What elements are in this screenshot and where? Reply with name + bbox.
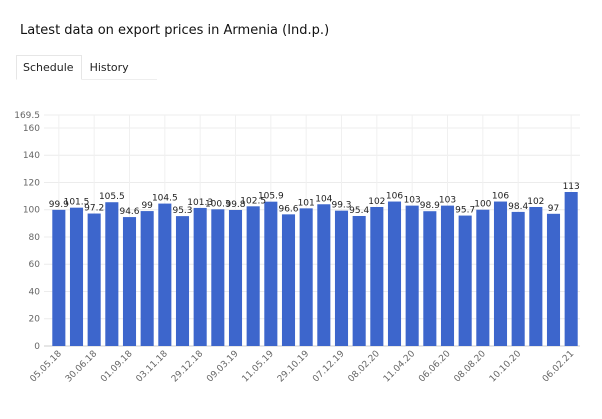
data-label: 102.5 [240, 196, 266, 206]
data-label: 99 [141, 201, 153, 211]
bar [440, 205, 455, 346]
y-tick-label: 140 [23, 151, 40, 161]
y-tick-label: 120 [23, 178, 40, 188]
x-tick-label: 10.10.20 [488, 349, 524, 385]
bar [158, 203, 172, 346]
x-tick-label: 08.02.20 [347, 349, 383, 385]
bar [211, 209, 225, 346]
bar [493, 201, 508, 346]
data-label: 100.3 [205, 199, 231, 209]
bar [246, 206, 260, 346]
bar [423, 211, 437, 346]
data-label: 98.4 [508, 202, 528, 212]
y-tick-label: 80 [29, 233, 41, 243]
bar [458, 215, 472, 346]
bar [405, 205, 419, 346]
data-label: 99.9 [49, 200, 69, 210]
tab-schedule[interactable]: Schedule [16, 55, 82, 80]
bar [175, 216, 190, 346]
bar-layer [52, 192, 578, 346]
data-label: 105.5 [99, 192, 125, 202]
x-tick-label: 11.05.19 [241, 349, 277, 385]
data-label: 99.3 [331, 201, 351, 211]
bar [122, 217, 137, 346]
bar [317, 204, 331, 346]
x-tick-label: 11.04.20 [382, 349, 418, 385]
bar [334, 210, 349, 346]
page-title: Latest data on export prices in Armenia … [20, 23, 330, 38]
data-label: 99.8 [225, 200, 245, 210]
bar [511, 211, 525, 346]
bar [476, 209, 490, 346]
bar [299, 208, 313, 346]
bar [352, 215, 366, 346]
x-tick-label: 08.08.20 [453, 349, 489, 385]
bar [228, 209, 243, 346]
data-label: 104.5 [152, 194, 178, 204]
data-label: 94.6 [119, 207, 139, 217]
data-label: 101.3 [187, 198, 213, 208]
bar [52, 209, 66, 346]
data-label: 95.4 [349, 206, 369, 216]
x-tick-label: 29.12.18 [170, 349, 206, 385]
bar [370, 206, 384, 346]
bar [264, 201, 278, 346]
data-label: 96.6 [278, 204, 298, 214]
data-label: 113 [563, 182, 580, 192]
data-label: 106 [492, 192, 509, 202]
y-tick-label: 60 [29, 260, 41, 270]
data-label: 101.5 [64, 198, 90, 208]
x-tick-label: 09.03.19 [205, 349, 241, 385]
y-tick-label: 0 [34, 342, 40, 352]
y-tick-label: 160 [23, 124, 40, 134]
x-tick-label: 30.06.18 [64, 349, 100, 385]
bar [546, 213, 561, 346]
data-label: 104 [315, 194, 332, 204]
data-label: 97.2 [84, 204, 104, 214]
tab-bar: Schedule History [16, 55, 157, 80]
bar [281, 214, 296, 346]
data-label: 102 [368, 197, 385, 207]
bar [87, 213, 101, 346]
y-tick-label: 40 [29, 287, 41, 297]
x-tick-label: 03.11.18 [135, 349, 171, 385]
x-tick-label: 06.06.20 [417, 349, 453, 385]
bar [69, 207, 84, 346]
data-label: 95.7 [455, 206, 475, 216]
bar [387, 201, 402, 346]
label-layer: 99.9101.597.2105.594.699104.595.3101.310… [49, 182, 580, 217]
bar [105, 202, 119, 346]
x-tick-label: 29.10.19 [276, 349, 312, 385]
bar [140, 211, 154, 346]
data-label: 100 [474, 200, 491, 210]
data-label: 102 [527, 197, 544, 207]
data-label: 105.9 [258, 192, 284, 202]
x-tick-label: 07.12.19 [311, 349, 347, 385]
bar [529, 206, 543, 346]
data-label: 98.9 [420, 201, 440, 211]
x-tick-label: 05.05.18 [29, 349, 65, 385]
y-tick-label: 100 [23, 206, 40, 216]
data-label: 97 [548, 204, 559, 214]
x-tick-label: 01.09.18 [99, 349, 135, 385]
data-label: 103 [439, 196, 456, 206]
data-label: 95.3 [172, 206, 192, 216]
x-tick-label: 06.02.21 [541, 349, 576, 384]
bar [193, 207, 207, 346]
data-label: 106 [386, 192, 403, 202]
data-label: 103 [404, 196, 421, 206]
tab-history[interactable]: History [81, 55, 157, 80]
data-label: 101 [298, 198, 315, 208]
bar [564, 192, 578, 346]
y-tick-label: 169.5 [14, 111, 40, 121]
y-tick-label: 20 [29, 315, 41, 325]
